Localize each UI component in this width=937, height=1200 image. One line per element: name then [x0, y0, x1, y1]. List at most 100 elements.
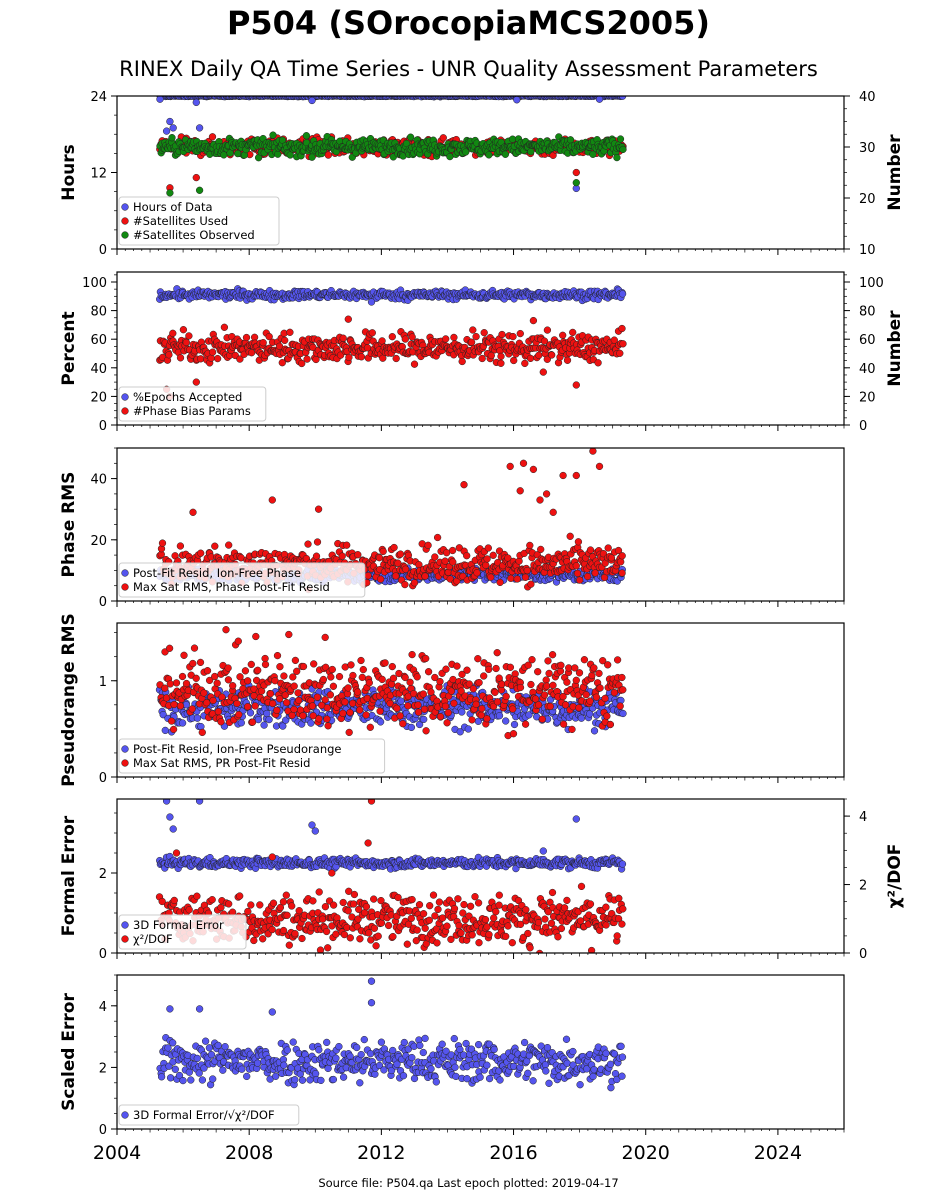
point-blue-outlier — [367, 298, 376, 306]
point-blue-outlier — [162, 127, 171, 135]
point-red — [321, 696, 329, 704]
point-red — [280, 672, 288, 680]
point-red — [282, 698, 291, 707]
point-red — [276, 695, 284, 703]
point-red — [323, 704, 331, 712]
point-red — [293, 667, 301, 675]
point-red — [169, 725, 178, 734]
point-red — [234, 637, 242, 645]
point-green — [406, 133, 415, 141]
point-red — [469, 685, 477, 693]
data-points — [155, 626, 627, 740]
point-red — [343, 541, 351, 549]
point-red — [563, 356, 572, 364]
y-tick-label: 0 — [99, 419, 107, 434]
point-red — [559, 331, 567, 339]
point-red — [286, 328, 294, 336]
point-red — [213, 354, 222, 363]
legend-label: #Satellites Observed — [133, 228, 255, 242]
y-right-tick-label: 20 — [859, 192, 876, 207]
point-red — [450, 699, 458, 707]
point-blue — [458, 708, 466, 716]
point-red — [289, 673, 297, 681]
point-red-outlier — [529, 465, 538, 474]
point-red — [516, 329, 524, 338]
point-red — [366, 723, 374, 731]
point-red — [478, 705, 486, 713]
point-red — [308, 702, 317, 710]
point-red — [345, 353, 353, 362]
point-red — [401, 335, 409, 343]
y-right-tick-label: 40 — [859, 90, 876, 105]
point-red — [200, 689, 208, 697]
point-red-outlier — [572, 168, 580, 177]
y-right-tick-label: 10 — [859, 243, 876, 258]
point-blue-outlier — [513, 96, 521, 104]
point-blue — [577, 714, 586, 722]
point-red — [484, 544, 492, 552]
point-red — [399, 720, 407, 728]
point-blue — [590, 727, 599, 735]
point-blue — [246, 709, 255, 717]
point-red — [208, 348, 217, 356]
point-red — [281, 336, 289, 345]
point-red — [543, 326, 552, 334]
point-red — [576, 576, 584, 584]
point-red-outlier — [589, 448, 597, 455]
point-red — [233, 699, 241, 708]
point-red — [344, 684, 352, 692]
point-red — [281, 691, 289, 699]
point-red — [480, 329, 488, 337]
point-red — [569, 328, 577, 337]
point-red — [458, 357, 466, 366]
point-red — [196, 658, 205, 667]
point-red — [251, 702, 259, 710]
y-right-tick-label: 60 — [859, 333, 876, 348]
point-red — [235, 710, 243, 719]
point-red — [583, 572, 592, 581]
point-red — [192, 674, 200, 682]
point-red — [442, 335, 450, 343]
point-blue-outlier — [595, 96, 604, 103]
point-red — [610, 336, 618, 344]
point-red — [275, 342, 284, 350]
point-red — [410, 579, 419, 587]
point-red — [248, 718, 257, 726]
point-red — [604, 544, 612, 552]
point-red — [362, 711, 370, 719]
point-red — [540, 337, 549, 345]
point-red — [408, 333, 416, 341]
point-red — [176, 354, 185, 362]
point-red-outlier — [268, 496, 276, 504]
point-blue — [502, 717, 510, 725]
point-red — [290, 705, 298, 714]
point-red — [446, 575, 454, 583]
legend-label: Hours of Data — [133, 200, 213, 214]
point-red — [443, 719, 451, 727]
point-green — [616, 135, 625, 143]
point-blue — [237, 719, 245, 727]
point-red — [203, 699, 211, 707]
point-red — [335, 672, 344, 681]
point-red — [401, 565, 410, 573]
point-red — [449, 558, 457, 566]
point-red — [338, 552, 346, 560]
point-red-outlier — [516, 487, 524, 495]
point-red — [208, 133, 217, 141]
point-blue — [178, 719, 187, 727]
point-green — [302, 132, 311, 140]
point-red — [607, 554, 616, 562]
point-red — [161, 684, 169, 692]
point-red — [310, 660, 318, 668]
point-red — [265, 332, 273, 341]
point-red — [247, 349, 256, 357]
y-tick-label: 60 — [90, 333, 107, 348]
y-tick-label: 100 — [82, 276, 107, 291]
point-red — [591, 569, 599, 577]
point-red — [465, 680, 473, 688]
point-red — [424, 541, 432, 549]
point-red — [261, 660, 270, 669]
point-red — [339, 334, 347, 342]
point-red — [243, 703, 252, 711]
point-green-outlier — [166, 189, 174, 197]
